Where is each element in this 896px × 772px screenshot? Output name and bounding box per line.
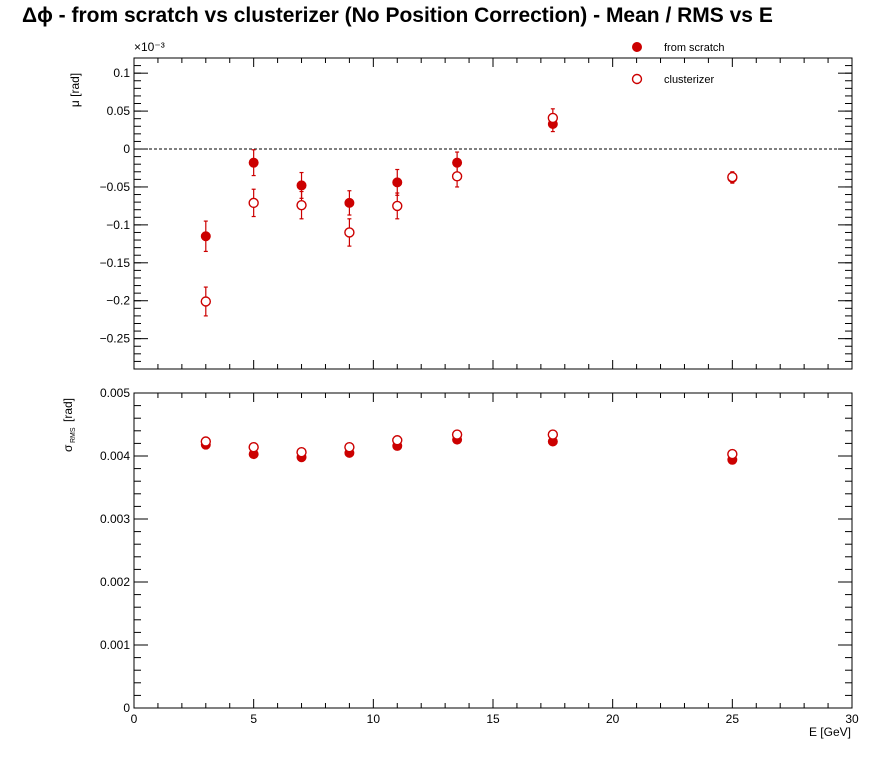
rms-series <box>200 429 738 465</box>
legend-marker-from-scratch <box>632 42 642 52</box>
data-point-clusterizer <box>296 199 307 211</box>
rms-y-axis: 0 0.001 0.002 0.003 0.004 0.005 <box>100 386 852 715</box>
data-point-clusterizer <box>451 171 463 182</box>
data-point-clusterizer <box>392 435 403 446</box>
y-tick-label: 0.004 <box>100 449 130 463</box>
mean-plot-frame <box>133 57 853 370</box>
rms-x-axis: 0 5 10 15 20 25 30 <box>131 393 859 726</box>
data-point-clusterizer <box>344 441 355 453</box>
data-point-clusterizer <box>344 227 355 238</box>
data-point-clusterizer <box>200 296 212 307</box>
chart-title: Δϕ - from scratch vs clusterizer (No Pos… <box>22 4 773 27</box>
mean-y-label: μ [rad] <box>68 73 82 107</box>
data-point-clusterizer <box>547 429 559 440</box>
rms-y-label-subscript: RMS <box>70 427 77 443</box>
rms-plot-frame <box>133 392 853 709</box>
data-point-clusterizer <box>727 171 738 183</box>
data-point-from-scratch <box>296 180 307 191</box>
data-point-from-scratch <box>200 231 211 242</box>
data-point-from-scratch <box>248 157 259 168</box>
mean-x-axis <box>133 58 853 369</box>
y-tick-label: 0.05 <box>107 104 131 118</box>
x-tick-label: 15 <box>486 712 500 726</box>
data-point-from-scratch <box>392 177 403 188</box>
y-tick-label: −0.25 <box>100 332 131 346</box>
data-point-clusterizer <box>248 441 259 453</box>
data-point-clusterizer <box>547 112 559 124</box>
data-point-clusterizer <box>200 436 212 447</box>
legend: from scratch clusterizer <box>631 42 725 86</box>
x-tick-label: 30 <box>845 712 859 726</box>
y-tick-label: −0.1 <box>106 218 130 232</box>
y-tick-label: 0.003 <box>100 512 130 526</box>
y-tick-label: 0.002 <box>100 575 130 589</box>
rms-y-label-sigma: σ <box>61 444 75 452</box>
y-tick-label: −0.05 <box>100 180 131 194</box>
x-tick-label: 10 <box>367 712 381 726</box>
data-point-clusterizer <box>451 429 463 440</box>
y-tick-label: −0.15 <box>100 256 131 270</box>
y-tick-label: −0.2 <box>106 294 130 308</box>
data-point-clusterizer <box>248 197 259 209</box>
data-point-clusterizer <box>727 448 738 460</box>
legend-label-from-scratch: from scratch <box>664 42 725 54</box>
x-tick-label: 20 <box>606 712 620 726</box>
mean-panel: 0.1 0.05 0 −0.05 −0.1 −0.15 −0.2 −0.25 ×10⁻³ μ … <box>68 40 853 370</box>
mean-y-axis: 0.1 0.05 0 −0.05 −0.1 −0.15 −0.2 −0.25 <box>100 57 852 362</box>
x-tick-label: 25 <box>726 712 740 726</box>
data-point-clusterizer <box>296 447 307 458</box>
x-tick-label: 5 <box>250 712 257 726</box>
data-point-clusterizer <box>392 200 403 212</box>
x-axis-label: E [GeV] <box>809 725 851 739</box>
y-tick-label: 0 <box>123 142 130 156</box>
y-tick-label: 0.001 <box>100 638 130 652</box>
y-tick-label: 0.1 <box>113 66 130 80</box>
rms-y-label: σ RMS [rad] <box>61 398 77 452</box>
mean-y-exponent: ×10⁻³ <box>134 40 165 54</box>
y-tick-label: 0 <box>123 701 130 715</box>
data-point-from-scratch <box>344 197 355 208</box>
rms-y-label-unit: [rad] <box>61 398 75 422</box>
mean-series <box>200 108 738 317</box>
y-tick-label: 0.005 <box>100 386 130 400</box>
legend-label-clusterizer: clusterizer <box>664 74 714 86</box>
legend-marker-clusterizer <box>631 73 643 85</box>
x-tick-label: 0 <box>131 712 138 726</box>
